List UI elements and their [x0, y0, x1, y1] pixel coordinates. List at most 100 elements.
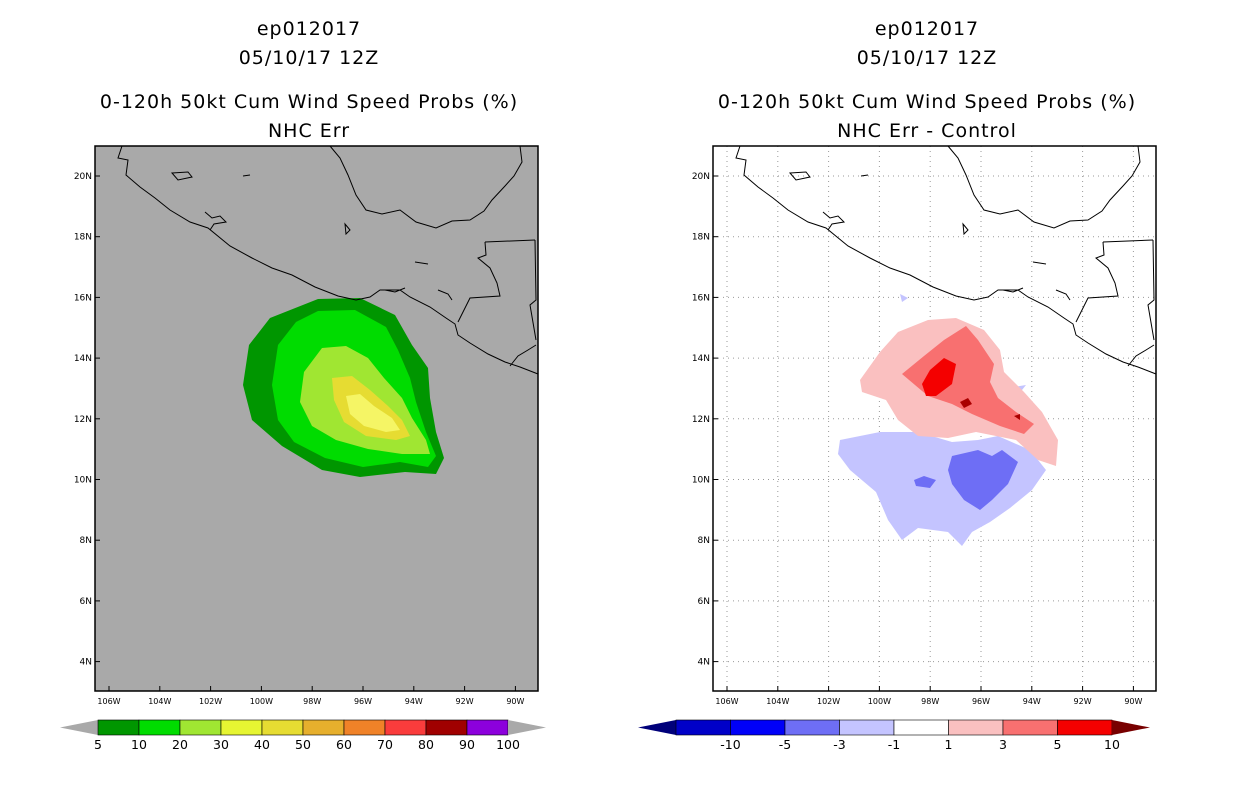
lon-label: 96W	[354, 697, 372, 706]
colorbar-high-triangle	[1112, 720, 1150, 735]
colorbar-label: 70	[377, 737, 393, 752]
lon-label: 102W	[199, 697, 222, 706]
lon-label: 94W	[405, 697, 423, 706]
colorbar-label: 3	[999, 737, 1007, 752]
left-contour-40	[346, 394, 400, 432]
colorbar-label: 40	[254, 737, 270, 752]
colorbar-segment	[675, 719, 731, 736]
colorbar-label: 10	[131, 737, 147, 752]
right-contour-neg1-dot	[1014, 385, 1026, 390]
colorbar-low-triangle	[638, 720, 676, 735]
colorbar-segment	[730, 719, 786, 736]
colorbar-label: 10	[1104, 737, 1120, 752]
right-contour-neg1-small	[900, 294, 908, 302]
right-title-time: 05/10/17 12Z	[856, 47, 998, 69]
left-axis-ticks: 20N 18N 16N 14N 12N 10N 8N 6N 4N 106W 104W 102W 100W…	[74, 172, 525, 706]
colorbar-label: -10	[720, 737, 740, 752]
right-contour-pos5-small	[960, 398, 972, 408]
colorbar-segment	[220, 719, 263, 736]
lat-label: 18N	[74, 233, 92, 243]
right-contour-pos5	[922, 358, 956, 396]
lat-label: 18N	[692, 233, 710, 243]
left-map-svg: 20N 18N 16N 14N 12N 10N 8N 6N 4N 106W 104W 102W 100W…	[60, 145, 546, 752]
lon-label: 92W	[456, 697, 474, 706]
colorbar-segment	[179, 719, 222, 736]
right-contour-pos3	[902, 326, 1034, 434]
lat-label: 4N	[80, 658, 92, 668]
lon-label: 100W	[868, 697, 891, 706]
left-coastline	[117, 145, 539, 375]
lat-label: 6N	[698, 597, 710, 607]
colorbar-segment	[261, 719, 304, 736]
right-title-storm: ep012017	[874, 18, 980, 40]
colorbar-label: 60	[336, 737, 352, 752]
colorbar-segment	[839, 719, 895, 736]
colorbar-segment	[1057, 719, 1113, 736]
lon-label: 90W	[506, 697, 524, 706]
lat-label: 16N	[74, 293, 92, 303]
lon-label: 102W	[817, 697, 840, 706]
left-title-storm: ep012017	[256, 18, 362, 40]
lon-label: 90W	[1124, 697, 1142, 706]
colorbar-segment	[1002, 719, 1058, 736]
lon-label: 92W	[1074, 697, 1092, 706]
right-map-svg: 20N 18N 16N 14N 12N 10N 8N 6N 4N 106W 104W 102W 100W…	[638, 145, 1157, 752]
colorbar-segment	[466, 719, 509, 736]
lon-label: 100W	[250, 697, 273, 706]
lon-label: 94W	[1023, 697, 1041, 706]
right-axis-ticks: 20N 18N 16N 14N 12N 10N 8N 6N 4N 106W 104W 102W 100W…	[692, 172, 1143, 706]
right-title-product: 0-120h 50kt Cum Wind Speed Probs (%)	[717, 91, 1137, 113]
lat-label: 12N	[74, 415, 92, 425]
lat-label: 10N	[74, 476, 92, 486]
left-colorbar: 5 10 20 30 40 50 60 70 80 90 100	[60, 719, 546, 752]
lat-label: 8N	[698, 536, 710, 546]
colorbar-segment	[97, 719, 140, 736]
lat-label: 16N	[692, 293, 710, 303]
colorbar-label: 20	[172, 737, 188, 752]
colorbar-segment	[893, 719, 949, 736]
lat-label: 8N	[80, 536, 92, 546]
right-coastline	[735, 145, 1157, 375]
colorbar-segment	[138, 719, 181, 736]
colorbar-label: 30	[213, 737, 229, 752]
colorbar-low-triangle	[60, 720, 98, 735]
colorbar-label: -1	[888, 737, 900, 752]
lat-label: 10N	[692, 476, 710, 486]
lon-label: 96W	[972, 697, 990, 706]
right-colorbar: -10 -5 -3 -1 1 3 5 10	[638, 719, 1150, 752]
lat-label: 4N	[698, 658, 710, 668]
lat-label: 14N	[74, 354, 92, 364]
colorbar-label: 1	[945, 737, 953, 752]
colorbar-label: 5	[94, 737, 102, 752]
colorbar-label: 80	[418, 737, 434, 752]
lon-label: 98W	[921, 697, 939, 706]
right-contour-neg3-small	[914, 476, 936, 488]
colorbar-segment	[343, 719, 386, 736]
colorbar-label: 50	[295, 737, 311, 752]
colorbar-label: 90	[459, 737, 475, 752]
right-contour-pos5-dot	[1014, 414, 1020, 420]
lat-label: 6N	[80, 597, 92, 607]
colorbar-label: 100	[496, 737, 520, 752]
lat-label: 20N	[692, 172, 710, 182]
colorbar-segment	[784, 719, 840, 736]
colorbar-segment	[384, 719, 427, 736]
colorbar-segment	[302, 719, 345, 736]
left-title-time: 05/10/17 12Z	[238, 47, 380, 69]
colorbar-segment	[425, 719, 468, 736]
right-title-variant: NHC Err - Control	[837, 120, 1017, 142]
lon-label: 106W	[715, 697, 738, 706]
lat-label: 20N	[74, 172, 92, 182]
colorbar-high-triangle	[508, 720, 546, 735]
lon-label: 104W	[766, 697, 789, 706]
lon-label: 106W	[97, 697, 120, 706]
lat-label: 14N	[692, 354, 710, 364]
colorbar-label: 5	[1054, 737, 1062, 752]
lon-label: 98W	[303, 697, 321, 706]
right-gridlines	[713, 146, 1156, 691]
left-title-variant: NHC Err	[267, 120, 351, 142]
left-panel: ep012017 05/10/17 12Z 0-120h 50kt Cum Wi…	[60, 18, 546, 752]
colorbar-label: -3	[833, 737, 845, 752]
lon-label: 104W	[148, 697, 171, 706]
right-contour-neg3	[948, 450, 1018, 510]
